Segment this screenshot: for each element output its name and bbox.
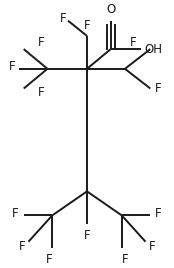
Text: F: F — [9, 60, 16, 73]
Text: F: F — [155, 207, 162, 220]
Text: OH: OH — [144, 43, 162, 56]
Text: F: F — [84, 229, 90, 241]
Text: F: F — [38, 36, 44, 49]
Text: F: F — [130, 36, 136, 49]
Text: F: F — [46, 253, 52, 266]
Text: F: F — [19, 240, 25, 252]
Text: F: F — [149, 240, 155, 252]
Text: F: F — [84, 18, 90, 32]
Text: F: F — [38, 86, 44, 99]
Text: F: F — [60, 12, 66, 25]
Text: F: F — [155, 82, 162, 95]
Text: F: F — [12, 207, 19, 220]
Text: F: F — [122, 253, 128, 266]
Text: O: O — [106, 3, 115, 16]
